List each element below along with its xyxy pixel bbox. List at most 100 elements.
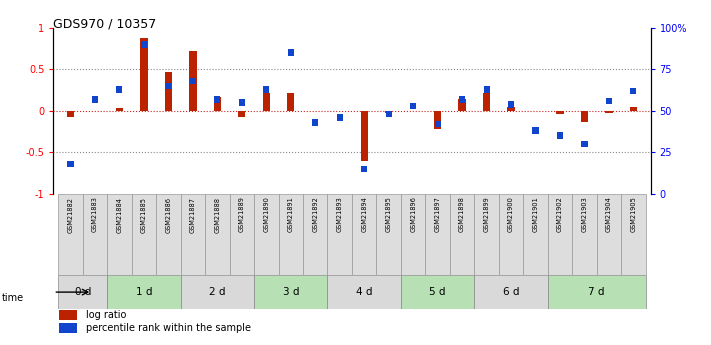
Bar [288,49,294,56]
Bar [58,194,82,275]
Bar [360,111,368,161]
Bar [631,88,636,94]
Bar [279,194,303,275]
Bar [474,275,547,309]
Text: GSM21892: GSM21892 [312,197,319,233]
Bar [205,194,230,275]
Bar [474,194,499,275]
Text: GSM21903: GSM21903 [582,197,587,232]
Text: log ratio: log ratio [86,310,127,320]
Bar [483,92,491,111]
Bar [117,86,122,92]
Bar [410,102,416,109]
Bar [287,92,294,111]
Bar [352,194,376,275]
Bar [116,108,123,111]
Bar [582,141,587,147]
Bar [630,107,637,111]
Text: percentile rank within the sample: percentile rank within the sample [86,323,251,333]
Bar [581,111,588,122]
Bar [58,275,107,309]
Bar [92,96,98,102]
Text: GSM21887: GSM21887 [190,197,196,233]
Bar [165,72,172,111]
Bar [361,166,368,172]
Bar [239,99,245,106]
Bar [621,194,646,275]
Text: GSM21905: GSM21905 [631,197,636,233]
Bar [262,92,270,111]
Bar [547,275,646,309]
Text: 6 d: 6 d [503,287,519,297]
Bar [82,194,107,275]
Bar [254,275,328,309]
Bar [523,194,547,275]
Bar [605,111,613,114]
Bar [263,86,269,92]
Bar [59,310,77,321]
Text: GSM21882: GSM21882 [68,197,73,233]
Bar [141,41,147,48]
Bar [572,194,597,275]
Text: 7 d: 7 d [589,287,605,297]
Bar [254,194,279,275]
Bar [434,121,441,128]
Bar [107,275,181,309]
Text: GSM21897: GSM21897 [434,197,441,233]
Bar [533,128,539,134]
Text: GSM21895: GSM21895 [385,197,392,233]
Bar [181,194,205,275]
Bar [385,111,392,118]
Text: 4 d: 4 d [356,287,373,297]
Text: GSM21894: GSM21894 [361,197,367,233]
Bar [385,111,392,112]
Bar [459,99,466,111]
Bar [450,194,474,275]
Text: time: time [2,294,24,303]
Bar [68,161,73,167]
Text: 1 d: 1 d [136,287,152,297]
Text: GSM21898: GSM21898 [459,197,465,233]
Bar [132,194,156,275]
Bar [425,194,450,275]
Bar [312,119,319,126]
Bar [376,194,401,275]
Text: GSM21891: GSM21891 [288,197,294,232]
Bar [189,51,196,111]
Bar [190,78,196,84]
Text: GSM21893: GSM21893 [337,197,343,232]
Bar [181,275,254,309]
Bar [547,194,572,275]
Bar [328,194,352,275]
Bar [483,86,490,92]
Bar [434,111,442,129]
Bar [401,194,425,275]
Text: GSM21896: GSM21896 [410,197,416,233]
Bar [556,111,564,114]
Bar [508,107,515,111]
Text: GSM21904: GSM21904 [606,197,612,233]
Text: GSM21889: GSM21889 [239,197,245,233]
Text: 2 d: 2 d [209,287,225,297]
Bar [597,194,621,275]
Bar [508,101,514,108]
Bar [303,194,328,275]
Bar [328,275,401,309]
Bar [213,97,221,111]
Text: GSM21885: GSM21885 [141,197,147,233]
Text: 5 d: 5 d [429,287,446,297]
Bar [59,323,77,333]
Text: GSM21884: GSM21884 [117,197,122,233]
Bar [459,96,465,102]
Bar [107,194,132,275]
Bar [336,114,343,121]
Bar [401,275,474,309]
Bar [165,82,171,89]
Text: GSM21902: GSM21902 [557,197,563,233]
Bar [67,111,74,118]
Text: GSM21899: GSM21899 [483,197,490,232]
Text: GSM21901: GSM21901 [533,197,538,232]
Text: GSM21883: GSM21883 [92,197,98,233]
Bar [557,132,563,139]
Bar [230,194,254,275]
